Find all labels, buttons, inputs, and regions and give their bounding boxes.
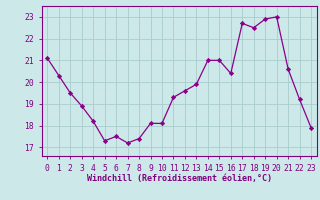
X-axis label: Windchill (Refroidissement éolien,°C): Windchill (Refroidissement éolien,°C) — [87, 174, 272, 183]
